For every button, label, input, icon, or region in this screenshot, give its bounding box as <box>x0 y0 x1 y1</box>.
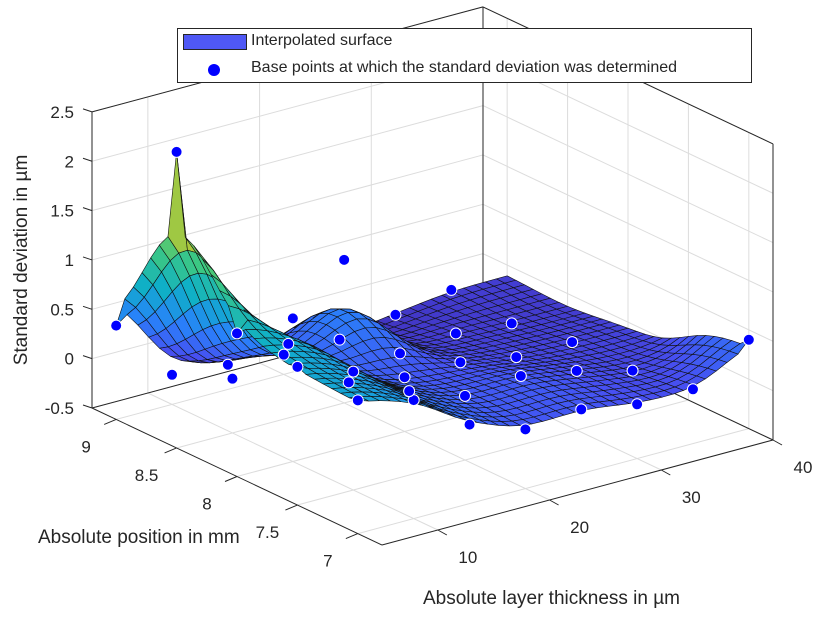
grid-line-sidewall-z <box>482 203 774 342</box>
base-point <box>575 403 588 416</box>
base-point <box>519 423 532 436</box>
base-point <box>570 364 583 377</box>
base-point <box>403 385 416 398</box>
grid-line-sidewall-z <box>482 253 774 392</box>
base-point <box>347 365 360 378</box>
base-point <box>463 418 476 431</box>
base-point <box>231 327 243 340</box>
x-tick-mark <box>661 469 671 476</box>
legend: Interpolated surface Base points at whic… <box>177 28 752 83</box>
x-tick-label: 20 <box>570 518 589 537</box>
base-point <box>170 145 183 158</box>
base-points <box>110 145 755 436</box>
z-tick-label: -0.5 <box>45 399 74 418</box>
grid-line-floor-y <box>357 428 749 535</box>
z-tick-label: 2 <box>65 152 74 171</box>
y-tick-mark <box>285 504 298 511</box>
x-axis-label: Absolute layer thickness in µm <box>423 588 680 609</box>
y-tick-label: 8.5 <box>135 466 159 485</box>
x-tick-label: 30 <box>682 488 701 507</box>
box-edge <box>92 112 382 249</box>
base-point <box>338 253 351 266</box>
base-point <box>510 351 523 364</box>
y-tick-label: 7.5 <box>256 523 280 542</box>
base-point <box>514 369 527 382</box>
x-axis-line <box>381 439 774 546</box>
y-tick-mark <box>103 418 117 425</box>
tick-labels: -0.5 0 0.5 1 1.5 2 2.5 7 7.5 8 8.5 9 10 20 30 40 <box>45 103 813 571</box>
y-tick-label: 8 <box>202 495 211 514</box>
base-point <box>398 371 411 384</box>
z-tick-mark <box>82 355 93 360</box>
z-tick-mark <box>82 157 93 162</box>
base-point <box>742 333 755 346</box>
x-tick-label: 10 <box>458 548 477 567</box>
legend-surface-swatch <box>183 34 247 50</box>
legend-point-marker <box>208 64 220 76</box>
base-point <box>626 364 639 377</box>
z-tick-label: 0.5 <box>50 300 74 319</box>
surface-patch <box>167 151 188 254</box>
x-tick-label: 40 <box>794 458 813 477</box>
base-point <box>291 360 304 373</box>
grid-line-backwall-z <box>91 105 484 212</box>
z-tick-mark <box>82 305 93 310</box>
y-tick-mark <box>345 533 359 540</box>
base-point <box>166 368 179 381</box>
grid-line-sidewall-z <box>482 154 774 293</box>
base-point <box>389 308 402 321</box>
grid-line-floor-y <box>297 399 689 506</box>
z-tick-mark <box>82 108 93 113</box>
x-tick-mark <box>437 529 448 536</box>
base-point <box>458 389 471 402</box>
y-axis-label: Absolute position in mm <box>38 527 240 548</box>
base-point <box>445 283 458 296</box>
y-tick-label: 9 <box>81 437 90 456</box>
base-point <box>449 327 462 340</box>
base-point <box>277 348 290 361</box>
z-tick-mark <box>82 404 93 409</box>
interpolated-surface <box>115 151 750 427</box>
legend-entry-points: Base points at which the standard deviat… <box>251 59 678 76</box>
z-tick-mark <box>82 256 93 261</box>
legend-entry-surface: Interpolated surface <box>251 32 393 49</box>
z-tick-label: 1 <box>65 251 74 270</box>
base-point <box>342 376 355 389</box>
y-tick-mark <box>164 447 177 454</box>
base-point <box>282 337 295 350</box>
x-tick-mark <box>549 499 559 506</box>
z-axis-label: Standard deviation in µm <box>11 155 32 366</box>
z-tick-mark <box>82 207 93 212</box>
z-tick-label: 0 <box>65 350 74 369</box>
base-point <box>221 358 234 371</box>
base-point <box>505 317 518 330</box>
base-point <box>110 319 123 332</box>
base-point <box>394 347 407 360</box>
base-point <box>286 312 299 325</box>
x-tick-mark <box>772 439 783 446</box>
grid-line-sidewall-z <box>482 105 774 244</box>
base-point <box>454 356 467 369</box>
base-point <box>686 383 699 396</box>
y-tick-label: 7 <box>323 552 332 571</box>
y-tick-mark <box>224 476 238 482</box>
z-tick-label: 2.5 <box>50 103 74 122</box>
base-point <box>566 336 579 349</box>
base-point <box>226 372 239 385</box>
grid-line-backwall-z <box>91 154 484 261</box>
base-point <box>333 333 346 346</box>
base-point <box>631 398 644 411</box>
z-tick-label: 1.5 <box>50 202 74 221</box>
base-point <box>351 394 364 407</box>
